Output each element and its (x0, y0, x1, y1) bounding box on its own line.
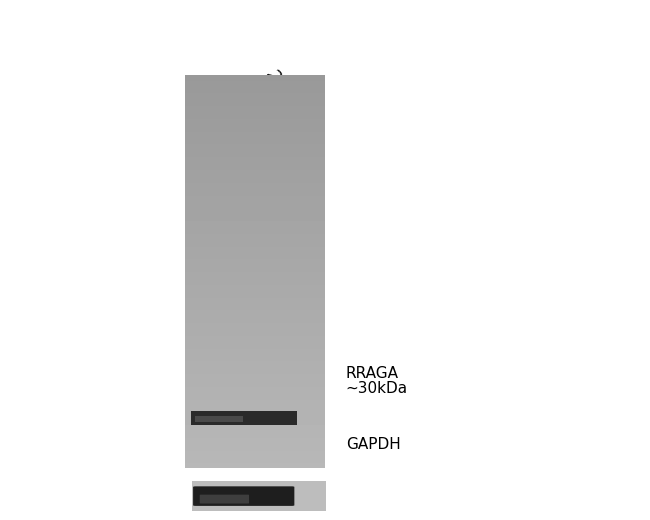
Text: 25-: 25- (201, 404, 221, 417)
Text: RRAGA: RRAGA (346, 366, 398, 381)
Text: ~30kDa: ~30kDa (346, 381, 408, 396)
Text: 130-: 130- (193, 165, 221, 178)
Text: 55-: 55- (201, 290, 221, 303)
Text: 170-: 170- (193, 126, 221, 139)
Text: 100-: 100- (193, 203, 221, 216)
Text: 35-: 35- (201, 355, 221, 368)
FancyBboxPatch shape (193, 486, 294, 506)
Bar (195, 417, 243, 422)
Text: 40-: 40- (201, 336, 221, 349)
Text: GAPDH: GAPDH (346, 437, 400, 452)
Bar (191, 410, 297, 425)
FancyBboxPatch shape (200, 495, 249, 503)
Text: 293: 293 (263, 66, 298, 105)
Text: 70-: 70- (201, 255, 221, 268)
